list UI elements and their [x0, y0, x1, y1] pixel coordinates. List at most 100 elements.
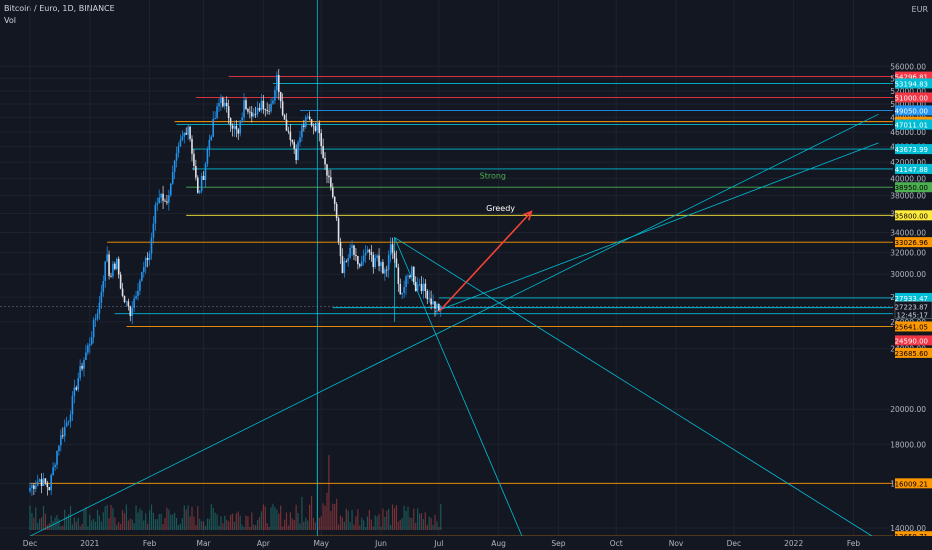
candle-body — [266, 109, 269, 111]
volume-bar — [202, 521, 205, 530]
volume-bar — [73, 517, 75, 530]
volume-bar — [141, 510, 143, 530]
candle-body — [85, 352, 87, 361]
volume-bar — [133, 523, 135, 530]
candle-body — [353, 245, 355, 255]
volume-bar — [297, 513, 299, 530]
x-tick-label: 2021 — [80, 539, 99, 548]
volume-bar — [210, 504, 212, 530]
y-tick-label: 38000.00 — [890, 191, 926, 200]
candle-body — [175, 153, 178, 161]
volume-bar — [147, 523, 149, 530]
candle-body — [196, 177, 199, 193]
y-tick-label: 50000.00 — [890, 100, 926, 109]
volume-bar — [114, 517, 116, 530]
level-label-bg — [895, 182, 932, 193]
candle-body — [376, 255, 378, 258]
level-label-bg — [895, 105, 932, 116]
candle-body — [210, 136, 213, 140]
volume-bar — [274, 507, 276, 530]
candle-body — [83, 360, 85, 369]
volume-bar — [39, 518, 41, 530]
candle-body — [357, 256, 359, 265]
candle-body — [393, 252, 396, 259]
volume-bar — [150, 504, 153, 530]
volume-bar — [121, 510, 124, 530]
volume-bar — [77, 517, 79, 530]
candle-body — [239, 120, 242, 134]
candle-body — [152, 223, 155, 238]
forecast-arrow-head — [522, 210, 533, 221]
candle-body — [183, 132, 186, 137]
volume-bar — [301, 496, 303, 530]
volume-bar — [326, 492, 328, 530]
candle-body — [129, 306, 132, 317]
candle-body — [380, 262, 382, 267]
volume-bar — [220, 516, 222, 530]
candle-body — [75, 387, 78, 390]
volume-bar — [336, 498, 338, 530]
candle-body — [289, 131, 292, 141]
level-label: 25641.05 — [895, 323, 928, 331]
volume-bar — [226, 519, 228, 530]
candle-body — [142, 266, 145, 273]
volume-bar — [162, 524, 164, 530]
candle-body — [434, 301, 436, 309]
volume-bar — [380, 526, 382, 530]
volume-bar — [31, 512, 33, 530]
volume-bar — [183, 505, 185, 530]
x-tick-label: Dec — [23, 539, 38, 548]
volume-bar — [233, 521, 236, 530]
price-axis-bg — [893, 0, 932, 536]
volume-bar — [434, 514, 436, 530]
volume-bar — [206, 518, 209, 530]
candle-body — [418, 284, 421, 286]
volume-bar — [283, 519, 286, 530]
volume-bar — [64, 509, 66, 530]
volume-bar — [303, 521, 305, 530]
y-tick-label: 42000.00 — [890, 158, 926, 167]
candle-body — [79, 365, 81, 379]
candle-body — [335, 203, 338, 219]
candle-body — [195, 166, 197, 178]
annotation-label: Greedy — [486, 204, 515, 213]
volume-bar — [100, 521, 102, 530]
volume-bar — [216, 514, 218, 530]
volume-bar — [411, 518, 413, 530]
candle-body — [121, 288, 124, 296]
candle-body — [127, 301, 130, 307]
candle-body — [374, 257, 377, 268]
candle-body — [304, 117, 307, 128]
candle-body — [125, 301, 128, 303]
candle-body — [385, 269, 388, 271]
candle-body — [349, 247, 351, 258]
volume-bar — [260, 511, 263, 530]
candle-body — [137, 290, 139, 297]
volume-bar — [251, 512, 253, 530]
candle-body — [56, 451, 58, 465]
candle-body — [301, 125, 303, 138]
volume-bar — [309, 504, 311, 530]
candle-body — [316, 122, 319, 131]
volume-bar — [409, 517, 411, 530]
volume-bar — [108, 518, 110, 530]
x-tick-label: Mar — [196, 539, 211, 548]
candle-body — [164, 200, 166, 202]
candle-body — [67, 421, 70, 423]
level-label-bg — [895, 119, 932, 130]
volume-bar — [218, 525, 220, 530]
volume-bar — [58, 519, 60, 530]
volume-bar — [415, 523, 417, 530]
candle-body — [166, 201, 168, 203]
volume-bar — [359, 525, 361, 530]
y-tick-label: 32000.00 — [890, 249, 926, 258]
volume-bar — [332, 503, 334, 530]
candle-body — [250, 112, 253, 117]
candle-body — [370, 252, 373, 255]
level-label: 51000.00 — [895, 94, 928, 102]
candle-body — [214, 118, 216, 119]
volume-bar — [201, 521, 203, 530]
volume-bar — [249, 526, 251, 530]
volume-bar — [420, 513, 423, 530]
